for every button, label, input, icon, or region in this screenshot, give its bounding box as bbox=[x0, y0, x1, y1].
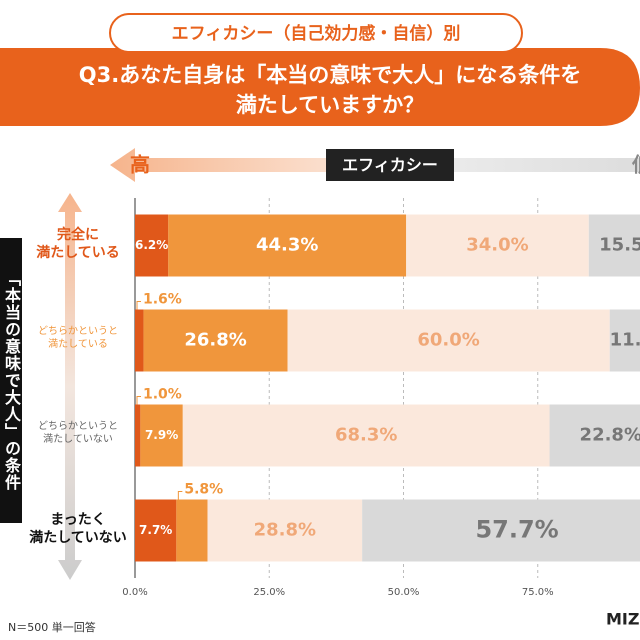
x-tick-label: 25.0% bbox=[253, 587, 285, 598]
arrow-right: 低 bbox=[631, 153, 640, 177]
value-label: 5.8% bbox=[184, 482, 223, 498]
note: N＝500 単一回答 bbox=[8, 620, 96, 634]
bar-segment bbox=[609, 309, 640, 372]
bar-segment bbox=[406, 214, 589, 277]
value-label: 60.0% bbox=[417, 330, 479, 351]
leader bbox=[177, 491, 183, 500]
bar-segment bbox=[143, 309, 288, 372]
category-label: どちらかというと 満たしていない bbox=[38, 420, 118, 445]
header: エフィカシー（自己効力感・自信）別 bbox=[172, 23, 461, 44]
x-tick-label: 50.0% bbox=[388, 587, 420, 598]
arrow-left: 高 bbox=[130, 153, 150, 177]
value-label: 26.8% bbox=[184, 330, 246, 351]
x-tick-label: 75.0% bbox=[522, 587, 554, 598]
bar-segment bbox=[287, 309, 610, 372]
value-label: 28.8% bbox=[254, 520, 316, 541]
value-label: 1.0% bbox=[143, 387, 182, 403]
bar-segment bbox=[140, 404, 183, 467]
value-label: 15.5% bbox=[599, 235, 640, 256]
y-axis-label: 「本当の意味で大人」の条件 bbox=[0, 238, 22, 523]
value-label: 7.7% bbox=[139, 523, 172, 537]
leader bbox=[136, 301, 141, 310]
title: 満たしていますか？ bbox=[236, 93, 424, 117]
value-label: 7.9% bbox=[145, 428, 178, 442]
category-label: どちらかというと 満たしている bbox=[38, 325, 118, 350]
arrow-label: エフィカシー bbox=[342, 156, 438, 175]
leader bbox=[136, 396, 141, 405]
header-pill bbox=[109, 13, 523, 53]
value-label: 6.2% bbox=[135, 238, 168, 252]
value-label: 44.3% bbox=[256, 235, 318, 256]
value-label: 11.6% bbox=[610, 330, 640, 351]
bar-segment bbox=[207, 499, 363, 562]
logo: MIZ bbox=[606, 610, 639, 629]
value-label: 68.3% bbox=[335, 425, 397, 446]
bar-segment bbox=[135, 499, 177, 562]
bar-segment bbox=[362, 499, 640, 562]
value-label: 57.7% bbox=[475, 516, 558, 544]
value-label: 34.0% bbox=[466, 235, 528, 256]
vertical-arrow bbox=[58, 193, 82, 580]
banner bbox=[0, 48, 640, 126]
bar-segment bbox=[176, 499, 208, 562]
bar-segment bbox=[135, 309, 144, 372]
bar-segment bbox=[549, 404, 640, 467]
x-tick-label: 0.0% bbox=[122, 587, 147, 598]
category-label: 完全に 満たしている bbox=[36, 226, 120, 261]
bar-segment bbox=[168, 214, 407, 277]
bar-segment bbox=[135, 214, 169, 277]
value-label: 22.8% bbox=[580, 425, 640, 446]
bar-segment bbox=[182, 404, 550, 467]
title: Q3.あなた自身は「本当の意味で大人」になる条件を bbox=[79, 63, 581, 87]
arrow-label-box bbox=[326, 149, 454, 181]
category-label: まったく 満たしていない bbox=[29, 511, 127, 546]
bar-segment bbox=[135, 404, 141, 467]
value-label: 1.6% bbox=[143, 292, 182, 308]
bar-segment bbox=[588, 214, 640, 277]
